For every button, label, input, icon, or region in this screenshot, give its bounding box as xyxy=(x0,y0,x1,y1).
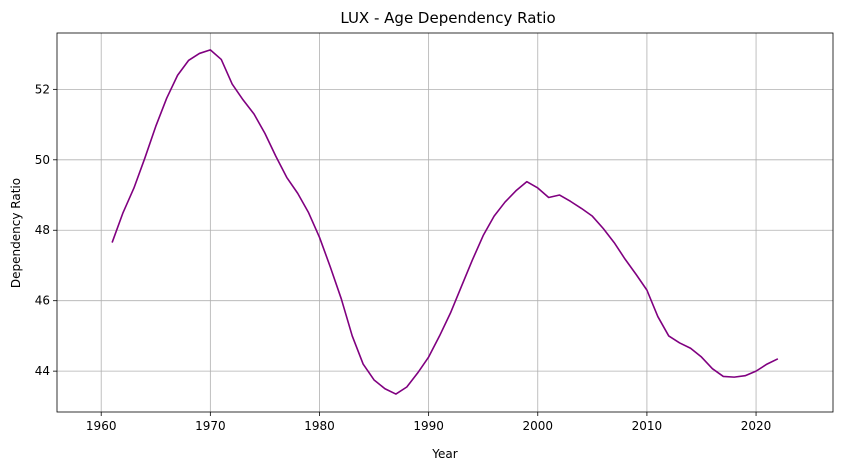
y-axis-label: Dependency Ratio xyxy=(9,178,23,288)
x-axis-label: Year xyxy=(431,447,457,461)
x-tick-label: 1990 xyxy=(413,419,444,433)
grid-lines xyxy=(57,33,833,412)
x-tick-label: 1980 xyxy=(304,419,335,433)
y-tick-label: 44 xyxy=(35,364,50,378)
y-tick-label: 46 xyxy=(35,294,50,308)
y-tick-label: 52 xyxy=(35,82,50,96)
y-tick-label: 50 xyxy=(35,153,50,167)
chart-title: LUX - Age Dependency Ratio xyxy=(340,9,555,27)
x-tick-label: 1960 xyxy=(86,419,117,433)
x-axis-ticks: 1960 1970 1980 1990 2000 2010 2020 xyxy=(86,412,771,433)
plot-frame xyxy=(56,32,834,413)
y-tick-label: 48 xyxy=(35,223,50,237)
series-line xyxy=(111,49,779,395)
y-axis-ticks: 44 46 48 50 52 xyxy=(35,82,57,378)
x-tick-label: 2000 xyxy=(522,419,553,433)
x-tick-label: 2020 xyxy=(741,419,772,433)
x-tick-label: 2010 xyxy=(632,419,663,433)
x-tick-label: 1970 xyxy=(195,419,226,433)
plot-area xyxy=(111,49,779,395)
